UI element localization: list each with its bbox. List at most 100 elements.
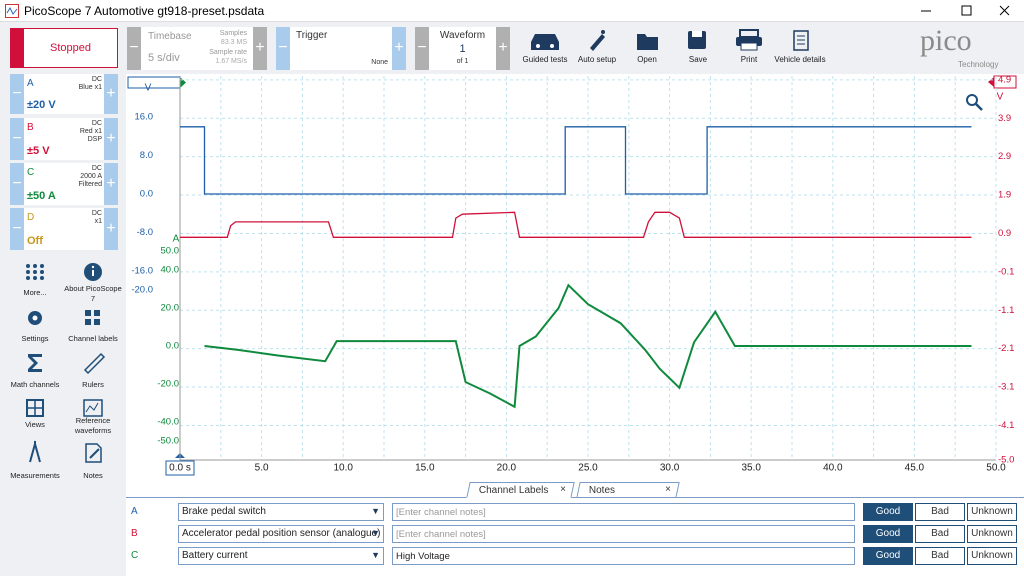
channel-box[interactable]: −+ADCBlue x1±20 V bbox=[10, 74, 118, 114]
waveform-plus[interactable]: + bbox=[496, 27, 510, 70]
notes-text: High Voltage bbox=[396, 551, 450, 562]
channel-info: DC bbox=[92, 76, 102, 83]
rating-button[interactable]: Unknown bbox=[967, 503, 1017, 521]
y-tick-label: 0.0 bbox=[140, 189, 153, 200]
waveform-control: − + Waveform 1 of 1 bbox=[415, 27, 510, 70]
notes-input[interactable]: [Enter channel notes] bbox=[392, 525, 855, 543]
channel-plus[interactable]: + bbox=[104, 118, 118, 160]
x-tick-label: 15.0 bbox=[415, 463, 435, 474]
waveform-minus[interactable]: − bbox=[415, 27, 429, 70]
zoom-icon[interactable] bbox=[967, 95, 982, 110]
channel-info: Filtered bbox=[79, 181, 102, 188]
waveform-count: of 1 bbox=[429, 58, 496, 65]
side-tool-label[interactable]: Reference waveforms bbox=[63, 416, 123, 436]
side-tool-label[interactable]: Channel labels bbox=[63, 334, 123, 344]
scope: 0.0 s5.010.015.020.025.030.035.040.045.0… bbox=[126, 74, 1024, 478]
timebase-value: 5 s/div bbox=[148, 52, 180, 64]
side-tool-label[interactable]: About PicoScope 7 bbox=[63, 284, 123, 304]
tab-close[interactable]: × bbox=[560, 484, 566, 495]
y-tick-label: 2.9 bbox=[998, 151, 1011, 162]
channel-info: DC bbox=[92, 120, 102, 127]
rating-button[interactable]: Unknown bbox=[967, 547, 1017, 565]
side-tool-label[interactable]: Settings bbox=[5, 334, 65, 344]
samples-label: Samples bbox=[220, 30, 247, 37]
y-tick-label: -2.1 bbox=[998, 343, 1014, 354]
channel-range: ±20 V bbox=[27, 99, 56, 111]
axis-unit: A bbox=[173, 234, 180, 245]
row-letter: B bbox=[131, 528, 138, 539]
rating-button[interactable]: Bad bbox=[915, 547, 965, 565]
channel-plus[interactable]: + bbox=[104, 208, 118, 250]
tab-close[interactable]: × bbox=[665, 484, 671, 495]
channel-label-select[interactable]: Accelerator pedal position sensor (analo… bbox=[178, 525, 384, 543]
side-tool-label[interactable]: Measurements bbox=[5, 471, 65, 481]
trigger-plus[interactable]: + bbox=[392, 27, 406, 70]
channel-plus[interactable]: + bbox=[104, 163, 118, 205]
timebase-minus[interactable]: − bbox=[127, 27, 141, 70]
y-tick-label: -0.1 bbox=[998, 266, 1014, 277]
rating-button[interactable]: Bad bbox=[915, 503, 965, 521]
waveform-index: 1 bbox=[429, 43, 496, 55]
row-letter: C bbox=[131, 550, 138, 561]
timebase-control: − + Timebase 5 s/div Samples 83.3 MS Sam… bbox=[127, 27, 267, 70]
channel-info: DC bbox=[92, 165, 102, 172]
select-arrow: ▼ bbox=[371, 528, 380, 538]
y-tick-label: -5.0 bbox=[998, 455, 1014, 466]
timebase-label: Timebase bbox=[148, 31, 192, 42]
channel-box[interactable]: −+DDCx1Off bbox=[10, 208, 118, 250]
logo-brand: pico bbox=[920, 26, 972, 56]
notes-input[interactable]: High Voltage bbox=[392, 547, 855, 565]
channel-minus[interactable]: − bbox=[10, 163, 24, 205]
channel-plus[interactable]: + bbox=[104, 74, 118, 114]
channel-minus[interactable]: − bbox=[10, 208, 24, 250]
channel-range: Off bbox=[27, 235, 43, 247]
tab[interactable]: Notes× bbox=[576, 482, 679, 498]
select-arrow: ▼ bbox=[371, 506, 380, 516]
channel-box[interactable]: −+CDC2000 AFiltered±50 A bbox=[10, 163, 118, 205]
channel-label-select[interactable]: Brake pedal switch▼ bbox=[178, 503, 384, 521]
y-tick-label: 0.9 bbox=[998, 228, 1011, 239]
notes-input[interactable]: [Enter channel notes] bbox=[392, 503, 855, 521]
stop-button[interactable]: Stopped bbox=[10, 28, 118, 68]
window-controls[interactable] bbox=[900, 0, 1024, 22]
y-tick-label: -8.0 bbox=[137, 227, 153, 238]
tab[interactable]: Channel Labels× bbox=[466, 482, 574, 498]
x-tick-label: 40.0 bbox=[823, 463, 843, 474]
channel-minus[interactable]: − bbox=[10, 74, 24, 114]
channel-info: DC bbox=[92, 210, 102, 217]
rating-button[interactable]: Bad bbox=[915, 525, 965, 543]
channel-info: x1 bbox=[95, 218, 102, 225]
y-tick-label: -40.0 bbox=[157, 417, 179, 428]
y-tick-label: 8.0 bbox=[140, 150, 153, 161]
timebase-plus[interactable]: + bbox=[253, 27, 267, 70]
rating-button[interactable]: Good bbox=[863, 547, 913, 565]
channel-minus[interactable]: − bbox=[10, 118, 24, 160]
y-tick-label: 50.0 bbox=[161, 246, 180, 257]
tab-rule bbox=[126, 497, 1024, 498]
select-text: Battery current bbox=[182, 550, 248, 561]
rating-button[interactable]: Good bbox=[863, 525, 913, 543]
axis-unit: V bbox=[997, 92, 1004, 103]
side-tool-label[interactable]: Notes bbox=[63, 471, 123, 481]
trigger-marker[interactable] bbox=[180, 77, 186, 88]
channel-letter: A bbox=[27, 78, 34, 89]
rating-button[interactable]: Unknown bbox=[967, 525, 1017, 543]
trigger-mode: None bbox=[371, 59, 388, 66]
channel-box[interactable]: −+BDCRed x1DSP±5 V bbox=[10, 118, 118, 160]
side-tool-label[interactable]: Rulers bbox=[63, 380, 123, 390]
trigger-minus[interactable]: − bbox=[276, 27, 290, 70]
notes-text: [Enter channel notes] bbox=[396, 529, 486, 540]
rating-button[interactable]: Good bbox=[863, 503, 913, 521]
channel-letter: B bbox=[27, 122, 34, 133]
logo-tagline: Technology bbox=[958, 60, 998, 69]
x-tick-label: 10.0 bbox=[333, 463, 353, 474]
toolbar-button[interactable]: Guided tests bbox=[515, 55, 575, 64]
side-tool-label[interactable]: Math channels bbox=[5, 380, 65, 390]
y-tick-label: 40.0 bbox=[161, 265, 180, 276]
side-tool-label[interactable]: More... bbox=[5, 288, 65, 298]
side-tool-label[interactable]: Views bbox=[5, 420, 65, 430]
channel-label-select[interactable]: Battery current▼ bbox=[178, 547, 384, 565]
channel-a-marker[interactable] bbox=[128, 77, 180, 88]
toolbar-button[interactable]: Vehicle details bbox=[770, 55, 830, 64]
